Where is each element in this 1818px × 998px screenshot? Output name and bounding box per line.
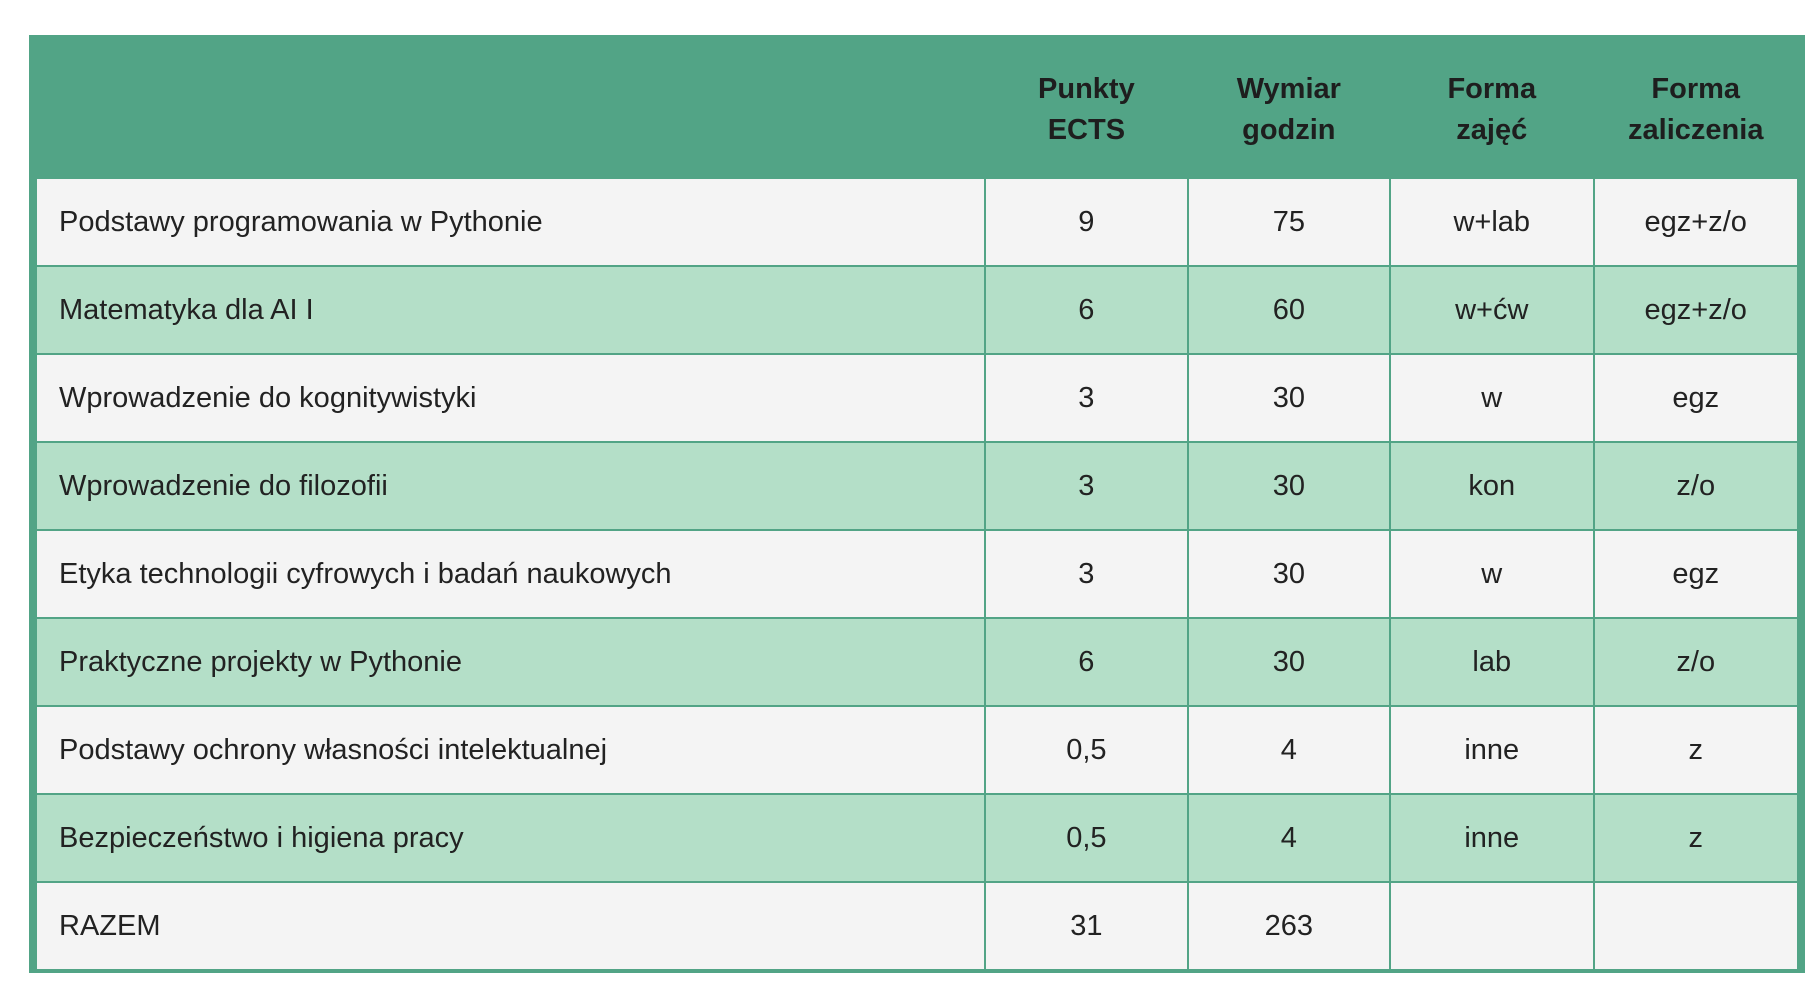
- cell-credit-form: z: [1592, 793, 1799, 883]
- cell-ects: 0,5: [984, 705, 1189, 795]
- cell-ects: 3: [984, 441, 1189, 531]
- header-ects-line2: ECTS: [1047, 114, 1126, 146]
- cell-hours: 30: [1186, 353, 1392, 443]
- header-row: Punkty ECTS Wymiar godzin Forma zajęć Fo…: [34, 41, 1799, 179]
- table-row: Praktyczne projekty w Pythonie 6 30 lab …: [34, 617, 1799, 707]
- table-row: Bezpieczeństwo i higiena pracy 0,5 4 inn…: [34, 793, 1799, 883]
- cell-credit-form: z/o: [1592, 617, 1799, 707]
- cell-total-hours: 263: [1186, 881, 1392, 971]
- cell-ects: 3: [984, 353, 1189, 443]
- cell-credit-form: z: [1592, 705, 1799, 795]
- table-row: Podstawy ochrony własności intelektualne…: [34, 705, 1799, 795]
- course-table-frame: Punkty ECTS Wymiar godzin Forma zajęć Fo…: [29, 35, 1805, 973]
- cell-ects: 9: [984, 177, 1189, 267]
- cell-hours: 4: [1186, 705, 1392, 795]
- cell-course-name: Etyka technologii cyfrowych i badań nauk…: [34, 529, 987, 619]
- cell-class-form: inne: [1389, 793, 1595, 883]
- header-hours-line1: Wymiar: [1236, 73, 1341, 105]
- cell-hours: 30: [1186, 617, 1392, 707]
- cell-credit-form: egz: [1592, 529, 1799, 619]
- cell-class-form: w+lab: [1389, 177, 1595, 267]
- cell-ects: 0,5: [984, 793, 1189, 883]
- cell-class-form: lab: [1389, 617, 1595, 707]
- cell-course-name: Wprowadzenie do filozofii: [34, 441, 987, 531]
- header-ects: Punkty ECTS: [984, 41, 1189, 179]
- course-table: Punkty ECTS Wymiar godzin Forma zajęć Fo…: [34, 41, 1799, 971]
- cell-course-name: Matematyka dla AI I: [34, 265, 987, 355]
- table-row: Podstawy programowania w Pythonie 9 75 w…: [34, 177, 1799, 267]
- cell-course-name: Praktyczne projekty w Pythonie: [34, 617, 987, 707]
- cell-course-name: Bezpieczeństwo i higiena pracy: [34, 793, 987, 883]
- cell-ects: 3: [984, 529, 1189, 619]
- header-hours: Wymiar godzin: [1186, 41, 1392, 179]
- cell-total-class-form: [1389, 881, 1595, 971]
- cell-credit-form: egz: [1592, 353, 1799, 443]
- header-credit-form: Forma zaliczenia: [1592, 41, 1799, 179]
- header-class-form: Forma zajęć: [1389, 41, 1595, 179]
- cell-class-form: inne: [1389, 705, 1595, 795]
- cell-total-credit-form: [1592, 881, 1799, 971]
- header-class-form-line1: Forma: [1447, 73, 1537, 105]
- cell-hours: 30: [1186, 529, 1392, 619]
- cell-hours: 30: [1186, 441, 1392, 531]
- cell-class-form: w+ćw: [1389, 265, 1595, 355]
- cell-course-name: Podstawy ochrony własności intelektualne…: [34, 705, 987, 795]
- cell-credit-form: z/o: [1592, 441, 1799, 531]
- cell-hours: 4: [1186, 793, 1392, 883]
- total-row: RAZEM 31 263: [34, 881, 1799, 971]
- header-class-form-line2: zajęć: [1456, 114, 1528, 146]
- header-hours-line2: godzin: [1242, 114, 1336, 146]
- cell-total-label: RAZEM: [34, 881, 987, 971]
- cell-total-ects: 31: [984, 881, 1189, 971]
- cell-course-name: Podstawy programowania w Pythonie: [34, 177, 987, 267]
- cell-hours: 75: [1186, 177, 1392, 267]
- cell-credit-form: egz+z/o: [1592, 177, 1799, 267]
- cell-class-form: w: [1389, 529, 1595, 619]
- table-row: Matematyka dla AI I 6 60 w+ćw egz+z/o: [34, 265, 1799, 355]
- table-row: Etyka technologii cyfrowych i badań nauk…: [34, 529, 1799, 619]
- table-row: Wprowadzenie do filozofii 3 30 kon z/o: [34, 441, 1799, 531]
- header-credit-form-line2: zaliczenia: [1628, 114, 1764, 146]
- cell-class-form: kon: [1389, 441, 1595, 531]
- cell-ects: 6: [984, 617, 1189, 707]
- cell-class-form: w: [1389, 353, 1595, 443]
- cell-hours: 60: [1186, 265, 1392, 355]
- header-credit-form-line1: Forma: [1651, 73, 1741, 105]
- cell-credit-form: egz+z/o: [1592, 265, 1799, 355]
- cell-course-name: Wprowadzenie do kognitywistyki: [34, 353, 987, 443]
- header-course-name: [34, 41, 987, 179]
- header-ects-line1: Punkty: [1038, 73, 1135, 105]
- table-row: Wprowadzenie do kognitywistyki 3 30 w eg…: [34, 353, 1799, 443]
- cell-ects: 6: [984, 265, 1189, 355]
